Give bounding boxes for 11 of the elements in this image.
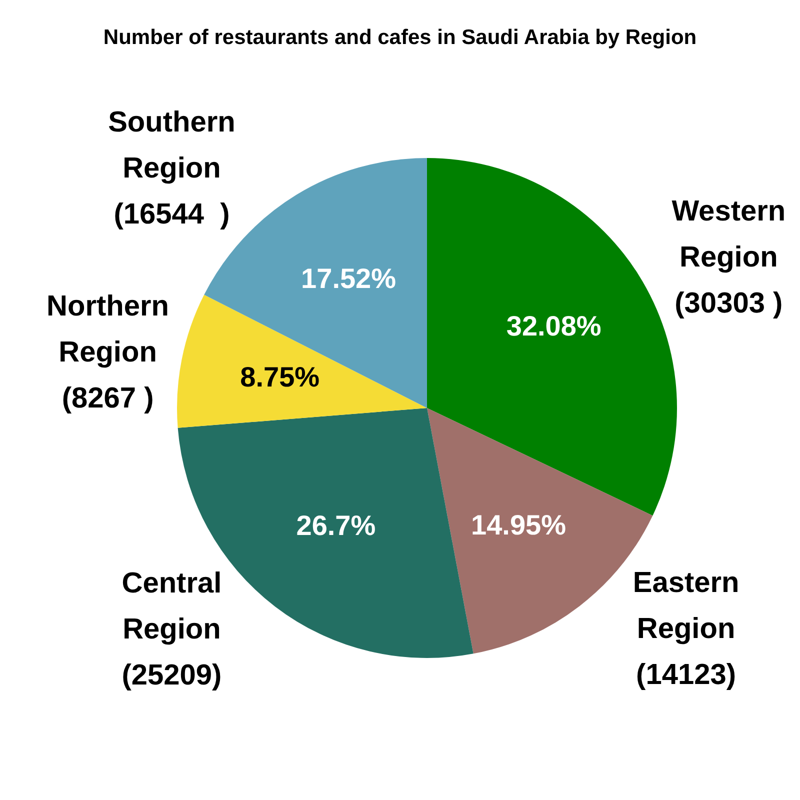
data-label: 14.95% <box>471 510 566 541</box>
data-label: 8.75% <box>240 362 320 393</box>
slice-label: Southern Region (16544 ) <box>108 106 236 230</box>
slice-label: Central Region (25209) <box>122 568 222 692</box>
chart-title: Number of restaurants and cafes in Saudi Arabia by Region <box>103 26 697 49</box>
data-label: 17.52% <box>301 262 396 294</box>
slice-label: Eastern Region (14123) <box>632 566 740 691</box>
slice-label: Western Region (30303 ) <box>672 196 786 320</box>
data-label: 32.08% <box>506 310 602 342</box>
data-label: 26.7% <box>296 510 376 541</box>
slice-label: Northern Region (8267 ) <box>46 290 170 415</box>
